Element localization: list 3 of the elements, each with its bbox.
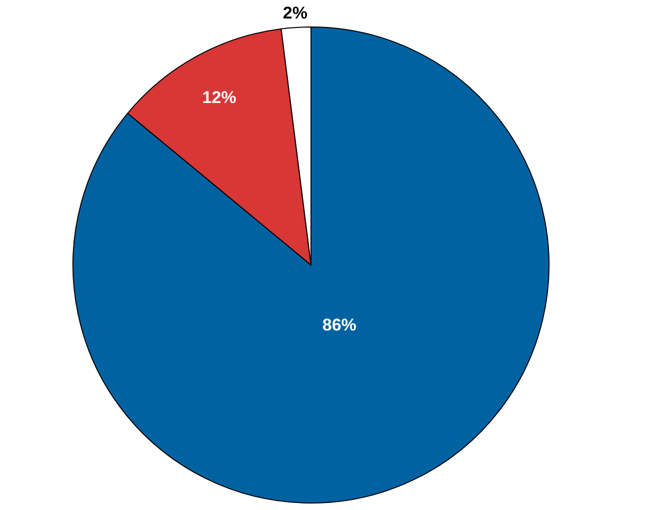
data-label: 2% <box>282 3 308 22</box>
data-label: 12% <box>202 88 236 108</box>
data-label: 86% <box>322 315 356 334</box>
